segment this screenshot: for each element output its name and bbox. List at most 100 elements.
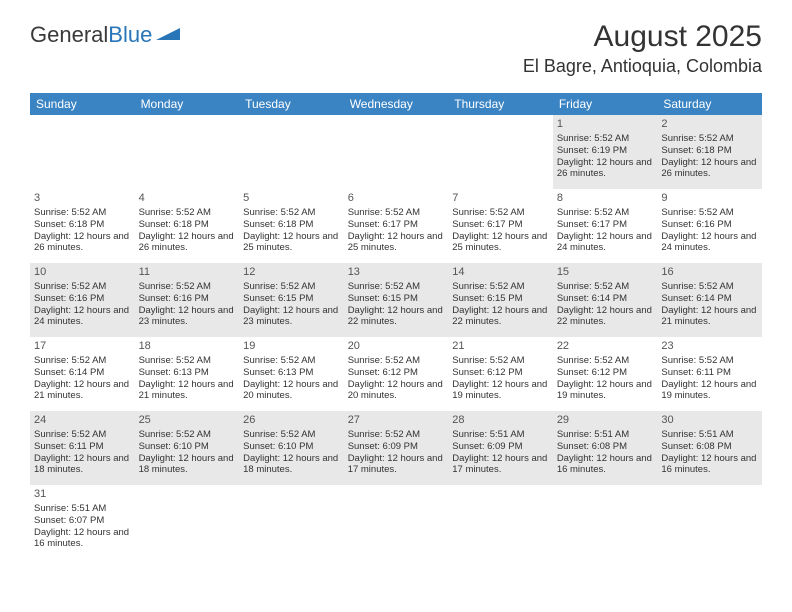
calendar-week-row: 3Sunrise: 5:52 AMSunset: 6:18 PMDaylight… <box>30 189 762 263</box>
daylight-text: Daylight: 12 hours and 25 minutes. <box>452 231 549 255</box>
day-number: 6 <box>348 192 445 206</box>
sunrise-text: Sunrise: 5:51 AM <box>661 429 758 441</box>
sunset-text: Sunset: 6:17 PM <box>452 219 549 231</box>
daylight-text: Daylight: 12 hours and 26 minutes. <box>557 157 654 181</box>
day-number: 12 <box>243 266 340 280</box>
sunrise-text: Sunrise: 5:52 AM <box>661 281 758 293</box>
day-number: 25 <box>139 414 236 428</box>
sunset-text: Sunset: 6:07 PM <box>34 515 131 527</box>
daylight-text: Daylight: 12 hours and 24 minutes. <box>661 231 758 255</box>
calendar-day-cell: 24Sunrise: 5:52 AMSunset: 6:11 PMDayligh… <box>30 411 135 485</box>
sunrise-text: Sunrise: 5:52 AM <box>34 355 131 367</box>
daylight-text: Daylight: 12 hours and 17 minutes. <box>452 453 549 477</box>
sunrise-text: Sunrise: 5:52 AM <box>557 355 654 367</box>
daylight-text: Daylight: 12 hours and 25 minutes. <box>348 231 445 255</box>
day-number: 21 <box>452 340 549 354</box>
sunrise-text: Sunrise: 5:52 AM <box>661 133 758 145</box>
calendar-day-cell: 28Sunrise: 5:51 AMSunset: 6:09 PMDayligh… <box>448 411 553 485</box>
calendar-day-cell: 9Sunrise: 5:52 AMSunset: 6:16 PMDaylight… <box>657 189 762 263</box>
sunrise-text: Sunrise: 5:52 AM <box>34 429 131 441</box>
sunrise-text: Sunrise: 5:52 AM <box>34 207 131 219</box>
daylight-text: Daylight: 12 hours and 18 minutes. <box>139 453 236 477</box>
calendar-day-cell: 14Sunrise: 5:52 AMSunset: 6:15 PMDayligh… <box>448 263 553 337</box>
calendar-week-row: 10Sunrise: 5:52 AMSunset: 6:16 PMDayligh… <box>30 263 762 337</box>
day-number: 8 <box>557 192 654 206</box>
calendar-day-cell <box>553 485 658 559</box>
daylight-text: Daylight: 12 hours and 20 minutes. <box>348 379 445 403</box>
day-number: 17 <box>34 340 131 354</box>
day-number: 20 <box>348 340 445 354</box>
day-number: 3 <box>34 192 131 206</box>
sunrise-text: Sunrise: 5:52 AM <box>661 355 758 367</box>
sunrise-text: Sunrise: 5:52 AM <box>557 281 654 293</box>
sunrise-text: Sunrise: 5:52 AM <box>452 281 549 293</box>
sunrise-text: Sunrise: 5:52 AM <box>34 281 131 293</box>
sunset-text: Sunset: 6:11 PM <box>661 367 758 379</box>
sunset-text: Sunset: 6:08 PM <box>661 441 758 453</box>
daylight-text: Daylight: 12 hours and 19 minutes. <box>661 379 758 403</box>
sunset-text: Sunset: 6:10 PM <box>243 441 340 453</box>
sunset-text: Sunset: 6:13 PM <box>243 367 340 379</box>
calendar-day-cell: 7Sunrise: 5:52 AMSunset: 6:17 PMDaylight… <box>448 189 553 263</box>
daylight-text: Daylight: 12 hours and 23 minutes. <box>139 305 236 329</box>
sunset-text: Sunset: 6:12 PM <box>557 367 654 379</box>
sunrise-text: Sunrise: 5:52 AM <box>139 207 236 219</box>
sunset-text: Sunset: 6:18 PM <box>34 219 131 231</box>
day-number: 18 <box>139 340 236 354</box>
sunrise-text: Sunrise: 5:52 AM <box>139 429 236 441</box>
calendar-day-cell: 1Sunrise: 5:52 AMSunset: 6:19 PMDaylight… <box>553 115 658 189</box>
calendar-day-cell: 21Sunrise: 5:52 AMSunset: 6:12 PMDayligh… <box>448 337 553 411</box>
sunset-text: Sunset: 6:19 PM <box>557 145 654 157</box>
day-number: 1 <box>557 118 654 132</box>
day-number: 26 <box>243 414 340 428</box>
sunrise-text: Sunrise: 5:51 AM <box>557 429 654 441</box>
sunrise-text: Sunrise: 5:52 AM <box>348 355 445 367</box>
sunrise-text: Sunrise: 5:52 AM <box>348 207 445 219</box>
calendar-day-cell: 31Sunrise: 5:51 AMSunset: 6:07 PMDayligh… <box>30 485 135 559</box>
weekday-header: Thursday <box>448 93 553 115</box>
day-number: 31 <box>34 488 131 502</box>
sunset-text: Sunset: 6:15 PM <box>348 293 445 305</box>
calendar-day-cell <box>657 485 762 559</box>
sunset-text: Sunset: 6:17 PM <box>348 219 445 231</box>
daylight-text: Daylight: 12 hours and 17 minutes. <box>348 453 445 477</box>
sunrise-text: Sunrise: 5:52 AM <box>557 207 654 219</box>
day-number: 13 <box>348 266 445 280</box>
sunset-text: Sunset: 6:14 PM <box>557 293 654 305</box>
sunset-text: Sunset: 6:16 PM <box>139 293 236 305</box>
day-number: 28 <box>452 414 549 428</box>
sunset-text: Sunset: 6:09 PM <box>348 441 445 453</box>
daylight-text: Daylight: 12 hours and 18 minutes. <box>34 453 131 477</box>
weekday-header: Sunday <box>30 93 135 115</box>
day-number: 11 <box>139 266 236 280</box>
daylight-text: Daylight: 12 hours and 26 minutes. <box>34 231 131 255</box>
day-number: 19 <box>243 340 340 354</box>
daylight-text: Daylight: 12 hours and 21 minutes. <box>34 379 131 403</box>
daylight-text: Daylight: 12 hours and 16 minutes. <box>661 453 758 477</box>
calendar-day-cell: 26Sunrise: 5:52 AMSunset: 6:10 PMDayligh… <box>239 411 344 485</box>
calendar-day-cell <box>239 115 344 189</box>
sunset-text: Sunset: 6:18 PM <box>661 145 758 157</box>
calendar-day-cell: 22Sunrise: 5:52 AMSunset: 6:12 PMDayligh… <box>553 337 658 411</box>
sunrise-text: Sunrise: 5:52 AM <box>139 281 236 293</box>
calendar-day-cell: 29Sunrise: 5:51 AMSunset: 6:08 PMDayligh… <box>553 411 658 485</box>
daylight-text: Daylight: 12 hours and 19 minutes. <box>452 379 549 403</box>
sunrise-text: Sunrise: 5:51 AM <box>452 429 549 441</box>
calendar-day-cell <box>135 115 240 189</box>
sunset-text: Sunset: 6:13 PM <box>139 367 236 379</box>
calendar-day-cell: 2Sunrise: 5:52 AMSunset: 6:18 PMDaylight… <box>657 115 762 189</box>
month-title: August 2025 <box>523 20 762 54</box>
day-number: 15 <box>557 266 654 280</box>
logo-triangle-icon <box>156 20 180 46</box>
daylight-text: Daylight: 12 hours and 26 minutes. <box>139 231 236 255</box>
calendar-day-cell: 25Sunrise: 5:52 AMSunset: 6:10 PMDayligh… <box>135 411 240 485</box>
calendar-day-cell: 15Sunrise: 5:52 AMSunset: 6:14 PMDayligh… <box>553 263 658 337</box>
weekday-header: Monday <box>135 93 240 115</box>
sunset-text: Sunset: 6:15 PM <box>452 293 549 305</box>
daylight-text: Daylight: 12 hours and 24 minutes. <box>557 231 654 255</box>
sunset-text: Sunset: 6:16 PM <box>34 293 131 305</box>
daylight-text: Daylight: 12 hours and 18 minutes. <box>243 453 340 477</box>
sunrise-text: Sunrise: 5:52 AM <box>661 207 758 219</box>
sunset-text: Sunset: 6:14 PM <box>661 293 758 305</box>
sunset-text: Sunset: 6:08 PM <box>557 441 654 453</box>
